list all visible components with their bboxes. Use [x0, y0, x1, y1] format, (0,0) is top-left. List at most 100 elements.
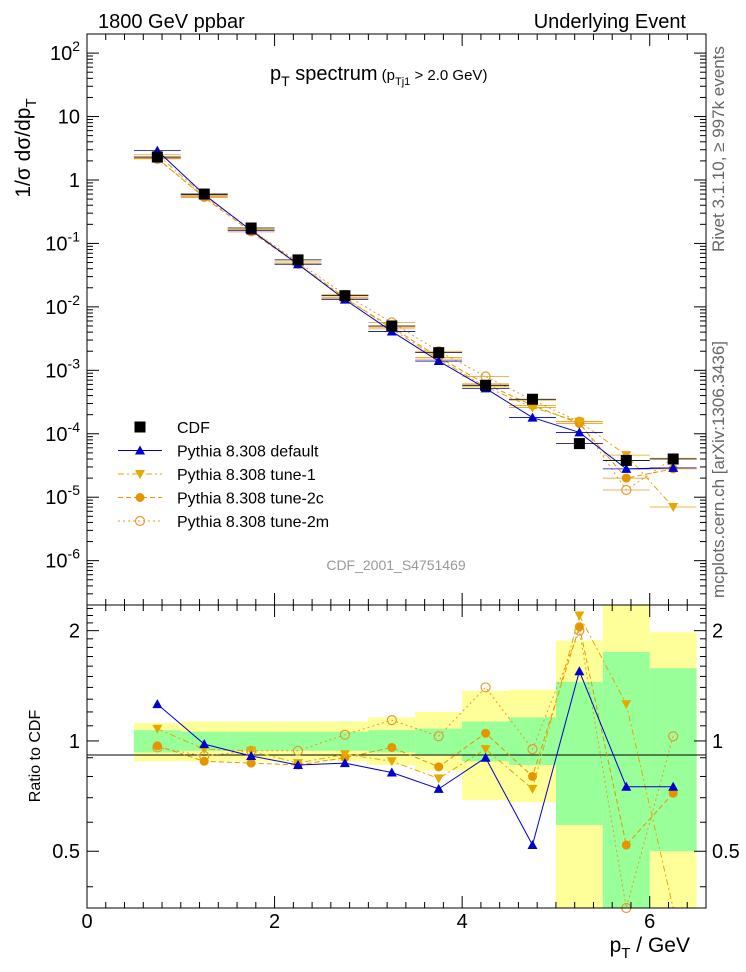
legend-label: Pythia 8.308 default [177, 444, 319, 461]
data-point [480, 379, 492, 391]
data-point [668, 503, 679, 513]
data-point [621, 463, 632, 473]
x-tick-label: 4 [457, 911, 468, 933]
ratio-y-tick-label: 2 [69, 621, 80, 643]
data-point [386, 320, 398, 332]
ratio-point [668, 731, 679, 742]
ratio-point [386, 757, 397, 767]
ratio-point [433, 783, 444, 793]
data-point [527, 412, 538, 422]
uncertainty-band-inner [415, 728, 463, 755]
ratio-y-tick-label-right: 1 [712, 731, 723, 753]
uncertainty-band-inner [227, 731, 275, 751]
legend-marker [134, 515, 146, 527]
ratio-point [199, 756, 209, 766]
y-tick-label: 1 [69, 170, 80, 192]
data-point [668, 462, 679, 472]
series-line [156, 150, 674, 470]
y-tick-label: 102 [50, 38, 80, 65]
uncertainty-band-inner [602, 651, 650, 908]
side-label-bottom: mcplots.cern.ch [arXiv:1306.3436] [709, 341, 728, 598]
data-point [339, 290, 351, 302]
ratio-y-tick-label-right: 2 [712, 621, 723, 643]
ratio-point [527, 840, 538, 850]
ratio-point [621, 781, 632, 791]
side-label-top: Rivet 3.1.10, ≥ 997k events [709, 46, 728, 252]
ratio-point [433, 731, 444, 742]
legend-label: Pythia 8.308 tune-2m [177, 514, 329, 531]
uncertainty-band-inner [368, 730, 416, 753]
chart-title-main: spectrum [295, 63, 377, 85]
data-point [573, 438, 585, 450]
data-point [667, 453, 679, 465]
data-point [433, 356, 444, 366]
ratio-point [152, 741, 162, 751]
ratio-point [293, 759, 304, 769]
chart-title-cut: > 2.0 GeV [414, 67, 482, 84]
uncertainty-band-inner [321, 731, 369, 751]
chart-title: pT spectrum (pTj1 > 2.0 GeV) [270, 63, 487, 89]
y-tick-label: 10-2 [45, 292, 80, 319]
data-point [621, 484, 632, 496]
y-tick-label: 10 [58, 107, 80, 129]
data-point [621, 473, 631, 483]
legend-marker [135, 470, 145, 479]
ratio-point [246, 758, 256, 768]
ratio-point [433, 774, 444, 784]
data-point [245, 222, 257, 234]
ratio-frame [86, 604, 707, 909]
ratio-point [292, 745, 304, 756]
ratio-point [527, 784, 538, 794]
ratio-point [386, 715, 397, 726]
ratio-series-line [157, 624, 674, 847]
ratio-y-tick-label: 1 [69, 731, 80, 753]
ratio-point [481, 728, 491, 738]
data-point [574, 417, 585, 427]
data-point [198, 188, 210, 200]
ratio-point [621, 700, 632, 710]
legend: CDF Pythia 8.308 default Pythia 8.308 tune… [118, 420, 329, 531]
ratio-point [339, 750, 350, 760]
header-right: Underlying Event [534, 11, 687, 33]
legend-marker [135, 493, 145, 502]
ratio-point [339, 758, 350, 768]
ratio-point [574, 666, 585, 676]
ratio-point [668, 788, 678, 798]
watermark: CDF_2001_S4751469 [326, 557, 466, 573]
legend-label: Pythia 8.308 tune-1 [177, 467, 316, 484]
x-tick-label: 6 [644, 911, 655, 933]
y-axis-label-main: 1/σ dσ/dpT [12, 98, 40, 197]
y-tick-label: 10-6 [45, 546, 80, 573]
ratio-point [480, 745, 491, 755]
data-point [151, 151, 163, 163]
ratio-point [386, 767, 397, 777]
data-point [574, 427, 585, 437]
y-tick-label: 10-3 [45, 355, 80, 382]
legend-label: Pythia 8.308 tune-2c [177, 491, 324, 508]
ratio-series-line [157, 614, 674, 909]
y-tick-label: 10-5 [45, 482, 80, 509]
header-left: 1800 GeV ppbar [98, 11, 245, 33]
x-tick-label: 2 [269, 911, 280, 933]
data-point [620, 454, 632, 466]
y-axis-label-ratio: Ratio to CDF [27, 710, 44, 803]
uncertainty-band-inner [555, 681, 603, 825]
ratio-point [574, 611, 585, 621]
ratio-point [387, 742, 397, 752]
ratio-point [621, 840, 631, 850]
data-point [526, 393, 538, 405]
legend-marker [134, 421, 146, 433]
ratio-point [246, 750, 257, 760]
ratio-y-tick-label-right: 0.5 [712, 841, 740, 863]
ratio-point [527, 744, 538, 755]
x-tick-label: 0 [81, 911, 92, 933]
uncertainty-band-inner [649, 668, 697, 852]
legend-label: CDF [177, 420, 210, 437]
data-point [527, 403, 538, 413]
uncertainty-band-inner [274, 731, 322, 751]
ratio-point [480, 682, 491, 693]
ratio-series-line [157, 669, 674, 847]
ratio-point [152, 699, 163, 709]
ratio-point [434, 762, 444, 772]
